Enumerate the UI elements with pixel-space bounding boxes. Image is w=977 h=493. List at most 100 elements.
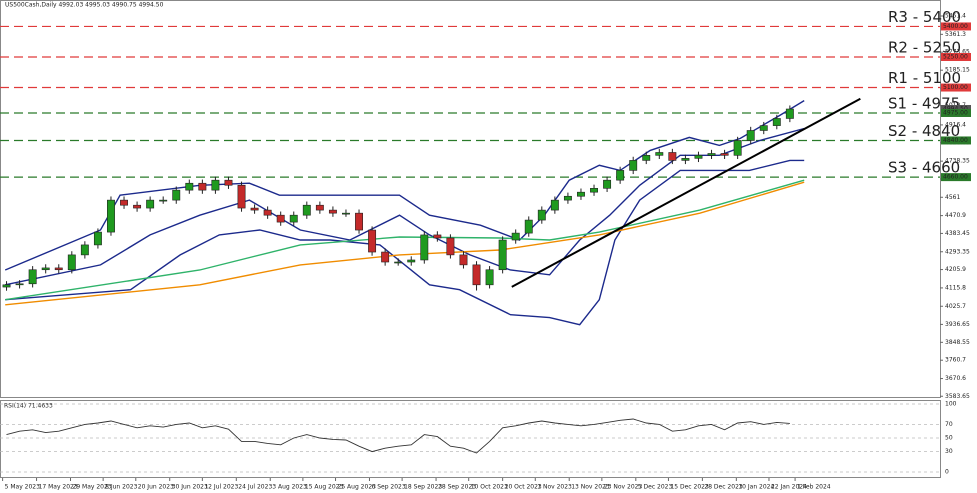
candle-body: [198, 182, 207, 191]
price-tag: [941, 108, 971, 117]
x-tick-label: 20 Jun 2023: [138, 484, 174, 491]
price-tag: [941, 52, 971, 61]
candle-body: [2, 284, 11, 288]
candle-body: [629, 160, 638, 171]
trendline: [511, 97, 861, 288]
x-tick-label: 18 Sep 2023: [404, 484, 442, 491]
x-tick-label: 10 Oct 2023: [471, 484, 508, 491]
y-tick-label: 4738.35: [945, 158, 970, 165]
x-tick-label: 6 Sep 2023: [371, 484, 405, 491]
price-tag-label: 4840.00: [943, 137, 968, 144]
x-tick-label: 5 Dec 2023: [638, 484, 673, 491]
candle-body: [315, 204, 324, 211]
candle-body: [759, 125, 768, 131]
indicator-line: [5, 127, 805, 286]
candle-body: [590, 188, 598, 193]
price-tag-label: 5250.00: [943, 53, 968, 60]
main-panel-frame: [0, 0, 941, 398]
candle-body: [616, 170, 625, 181]
x-tick-label: 1 Nov 2023: [537, 484, 572, 491]
candle-body: [681, 158, 690, 161]
x-tick-label: 10 Jan 2024: [738, 484, 774, 491]
candle-body: [54, 267, 63, 271]
candle-body: [407, 259, 416, 263]
x-tick-label: 15 Dec 2023: [670, 484, 709, 491]
candle-body: [185, 182, 194, 191]
y-tick-label: 3848.55: [945, 339, 970, 346]
candle-body: [211, 179, 220, 191]
candle-body: [459, 254, 468, 266]
x-tick-label: 13 Nov 2023: [571, 484, 610, 491]
candle-body: [603, 179, 612, 189]
candle-body: [263, 209, 272, 216]
rsi-tick-label: 0: [945, 469, 949, 476]
y-tick-label: 4205.9: [945, 266, 966, 273]
rsi-title: RSI(14) 71.4633: [4, 403, 53, 410]
rsi-tick-label: 100: [945, 401, 957, 408]
candle-body: [694, 155, 703, 159]
x-tick-label: 29 May 2023: [73, 484, 112, 491]
candle-body: [41, 267, 50, 271]
candle-body: [368, 229, 377, 253]
y-tick-label: 4025.7: [945, 303, 966, 310]
y-tick-label: 5361.3: [945, 31, 966, 38]
candle-body: [67, 254, 76, 271]
level-label: S3 - 4660: [888, 159, 960, 177]
candle-body: [107, 199, 115, 233]
candle-body: [772, 118, 781, 126]
candle-body: [302, 204, 311, 216]
candle-body: [472, 264, 481, 286]
candle-body: [550, 199, 559, 211]
x-tick-label: 28 Dec 2023: [704, 484, 743, 491]
rsi-panel-frame: [0, 400, 941, 478]
level-label: R1 - 5100: [888, 69, 961, 87]
candle-body: [642, 155, 651, 161]
y-tick-label: 4383.45: [945, 230, 970, 237]
candle-body: [159, 199, 168, 202]
y-tick-label: 4115.8: [945, 284, 966, 291]
price-tag-label: 4975.00: [943, 109, 968, 116]
y-tick-label: 5273.65: [945, 49, 970, 56]
price-tag-label: 5100.00: [943, 84, 968, 91]
candle-body: [224, 179, 233, 186]
level-label: R2 - 5250: [888, 38, 961, 56]
x-tick-label: 12 Jul 2023: [204, 484, 238, 491]
x-tick-label: 5 May 2023: [5, 484, 40, 491]
indicator-line: [5, 159, 805, 326]
candle-body: [577, 191, 585, 197]
candle-body: [511, 232, 520, 241]
candle-body: [355, 212, 363, 231]
indicator-line: [5, 179, 805, 301]
candle-body: [146, 199, 155, 209]
candle-body: [237, 184, 246, 209]
price-tag: [941, 173, 971, 182]
rsi-tick-label: 30: [945, 448, 953, 455]
level-label: S2 - 4840: [888, 122, 960, 140]
candle-body: [276, 214, 285, 223]
candle-body: [524, 219, 533, 234]
y-tick-label: 4916.4: [945, 121, 966, 128]
price-tag: [941, 83, 971, 92]
candle-body: [120, 199, 128, 206]
rsi-tick-label: 50: [945, 435, 953, 442]
rsi-tick-label: 70: [945, 421, 953, 428]
price-tag: [941, 22, 971, 31]
candle-body: [563, 195, 572, 201]
candle-body: [172, 189, 181, 201]
x-tick-label: 23 Nov 2023: [604, 484, 643, 491]
candle-body: [785, 108, 794, 119]
candle-body: [328, 209, 337, 214]
candle-body: [707, 153, 716, 156]
x-tick-label: 17 May 2023: [39, 484, 78, 491]
x-tick-label: 8 Jun 2023: [105, 484, 137, 491]
x-tick-label: 15 Aug 2023: [305, 484, 344, 491]
candle-body: [381, 251, 390, 263]
x-tick-label: 1 Feb 2024: [797, 484, 831, 491]
candle-body: [342, 212, 350, 215]
x-tick-label: 28 Sep 2023: [438, 484, 476, 491]
candle-body: [250, 207, 259, 211]
candle-body: [133, 204, 142, 209]
